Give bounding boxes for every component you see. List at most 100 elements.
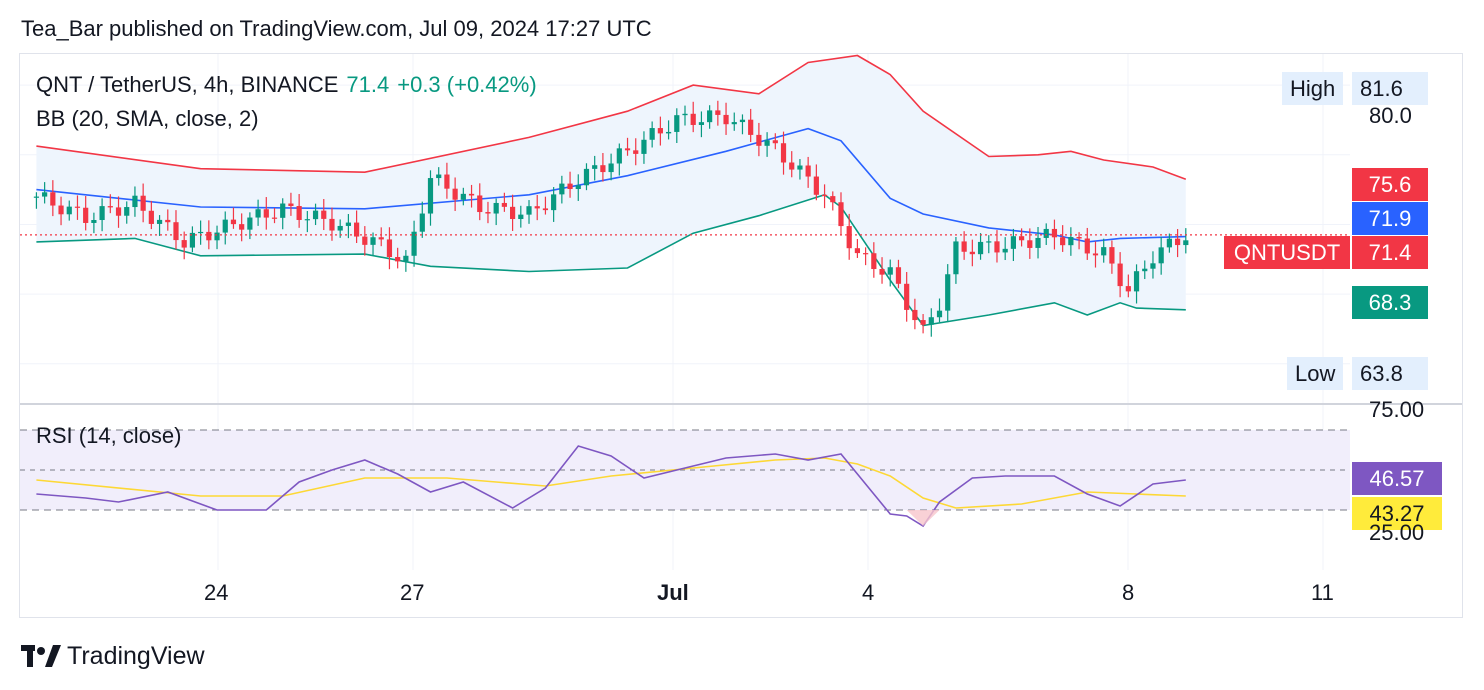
date-label-4: 4 bbox=[862, 580, 875, 605]
rsi-axis-upper: 75.00 bbox=[1369, 397, 1425, 422]
candle-body bbox=[436, 174, 442, 179]
candle-body bbox=[485, 212, 491, 214]
candle-body bbox=[50, 192, 56, 206]
candle-body bbox=[936, 310, 943, 318]
candle-body bbox=[830, 196, 836, 203]
footer[interactable]: TradingView bbox=[21, 640, 205, 672]
date-label-8: 8 bbox=[1122, 580, 1135, 605]
candle-body bbox=[772, 140, 778, 144]
candle-body bbox=[879, 269, 885, 275]
candle-body bbox=[173, 222, 179, 241]
candle-body bbox=[1125, 286, 1131, 292]
candle-body bbox=[649, 128, 655, 140]
symbol-legend[interactable]: QNT / TetherUS, 4h, BINANCE 71.4 +0.3 (+0.… bbox=[36, 72, 537, 98]
candle-body bbox=[247, 217, 253, 230]
candle-body bbox=[739, 119, 746, 123]
candle-body bbox=[206, 231, 212, 241]
candle-body bbox=[403, 255, 409, 262]
candle-body bbox=[986, 241, 992, 243]
date-label-27: 27 bbox=[400, 580, 425, 605]
candle-body bbox=[509, 206, 516, 220]
candle-body bbox=[91, 220, 97, 223]
candle-body bbox=[961, 241, 967, 252]
candle-body bbox=[337, 225, 343, 231]
candle-body bbox=[1060, 237, 1066, 246]
candle-body bbox=[1166, 238, 1172, 248]
candle-body bbox=[214, 232, 220, 241]
last-price-tag: 71.4 bbox=[1352, 236, 1428, 269]
candle-body bbox=[493, 202, 499, 214]
candle-body bbox=[1051, 228, 1058, 238]
candle-body bbox=[263, 209, 269, 218]
candle-body bbox=[304, 219, 310, 221]
candle-body bbox=[468, 193, 475, 196]
candle-body bbox=[148, 210, 154, 224]
rsi-ma-tag: 43.27 bbox=[1352, 497, 1442, 530]
candle-body bbox=[608, 163, 614, 173]
candle-body bbox=[312, 210, 319, 220]
candle-body bbox=[797, 165, 803, 170]
bb-fill bbox=[36, 55, 1186, 326]
candle-body bbox=[756, 134, 762, 146]
candle-body bbox=[674, 115, 680, 132]
candle-body bbox=[501, 202, 507, 207]
candle-body bbox=[1117, 263, 1123, 287]
candle-body bbox=[1084, 238, 1090, 254]
candle-body bbox=[198, 231, 204, 234]
candle-body bbox=[33, 196, 40, 198]
candle-body bbox=[583, 168, 590, 186]
candle-body bbox=[764, 140, 770, 146]
candle-body bbox=[731, 122, 737, 125]
candle-body bbox=[222, 219, 228, 233]
low-label: Low bbox=[1287, 357, 1344, 390]
high-label: High bbox=[1282, 72, 1344, 105]
candle-body bbox=[58, 205, 64, 215]
candle-body bbox=[928, 317, 934, 325]
rsi-legend[interactable]: RSI (14, close) bbox=[36, 423, 182, 448]
candle-body bbox=[132, 195, 138, 208]
candle-body bbox=[838, 202, 844, 227]
candle-body bbox=[912, 309, 918, 321]
candle-body bbox=[871, 253, 877, 270]
candle-body bbox=[805, 165, 811, 177]
low-value: 63.8 bbox=[1352, 357, 1428, 390]
candle-body bbox=[1101, 247, 1107, 256]
candle-body bbox=[633, 150, 639, 154]
candle-body bbox=[1002, 248, 1008, 253]
candle-body bbox=[821, 194, 828, 197]
candle-body bbox=[723, 114, 729, 125]
candle-body bbox=[904, 283, 910, 310]
candle-body bbox=[551, 194, 557, 211]
bb-basis-line bbox=[36, 127, 1186, 243]
candle-body bbox=[1158, 247, 1164, 264]
candle-body bbox=[682, 113, 688, 116]
tradingview-logo-icon bbox=[21, 645, 61, 667]
candle-body bbox=[616, 148, 622, 164]
candle-body bbox=[99, 206, 105, 221]
candle-body bbox=[887, 267, 893, 275]
candle-body bbox=[395, 257, 401, 262]
candle-body bbox=[846, 226, 852, 249]
price-change: +0.3 (+0.42%) bbox=[397, 72, 537, 97]
candle-body bbox=[165, 219, 171, 223]
last-price-value: 71.4 bbox=[346, 72, 390, 97]
candle-body bbox=[1043, 228, 1049, 238]
candle-body bbox=[1133, 271, 1140, 292]
candle-body bbox=[288, 203, 294, 207]
bb-legend[interactable]: BB (20, SMA, close, 2) bbox=[36, 106, 259, 131]
candle-body bbox=[1109, 247, 1115, 264]
candle-body bbox=[255, 209, 261, 218]
candle-body bbox=[715, 110, 721, 115]
candle-body bbox=[665, 131, 672, 134]
candle-body bbox=[559, 183, 565, 195]
date-label-24: 24 bbox=[204, 580, 229, 605]
date-label-jul: Jul bbox=[657, 580, 689, 605]
candle-body bbox=[329, 218, 335, 231]
candle-body bbox=[321, 210, 327, 219]
candle-body bbox=[271, 217, 278, 219]
symbol-name-tag: QNTUSDT bbox=[1224, 236, 1350, 269]
candle-body bbox=[140, 195, 146, 211]
candle-body bbox=[280, 203, 286, 218]
candle-body bbox=[854, 248, 861, 254]
